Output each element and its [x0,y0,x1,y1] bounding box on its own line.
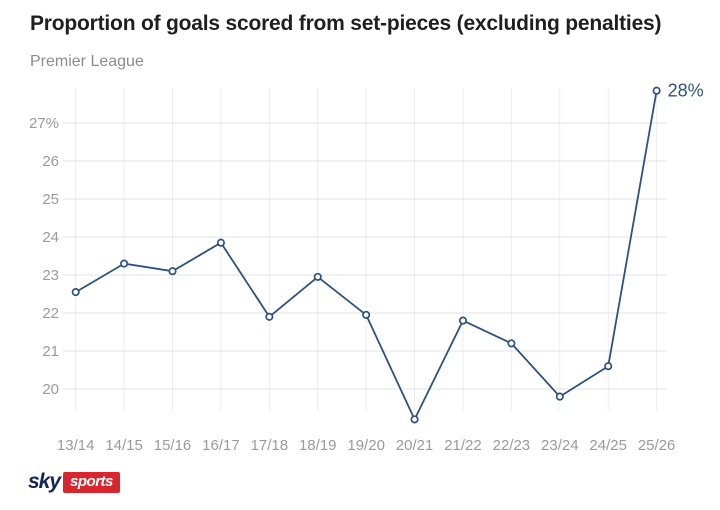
y-tick-label: 22 [42,305,59,322]
x-tick-label: 19/20 [347,437,385,454]
data-point-marker [604,362,613,371]
sports-logo-badge: sports [63,471,120,493]
data-point-marker [652,86,661,95]
x-tick-label: 25/26 [638,437,676,454]
x-tick-label: 20/21 [396,437,434,454]
data-point-marker [410,415,419,424]
y-tick-label: 21 [42,343,59,360]
y-tick-label: 23 [42,267,59,284]
x-tick-label: 24/25 [589,437,627,454]
x-tick-label: 21/22 [444,437,482,454]
x-tick-label: 14/15 [105,437,143,454]
x-tick-label: 15/16 [154,437,192,454]
y-tick-label: 27% [29,115,59,132]
data-point-marker [168,267,177,276]
data-point-marker [458,316,468,325]
x-tick-label: 18/19 [299,437,337,454]
data-point-marker [265,312,274,321]
x-tick-label: 17/18 [251,437,289,454]
x-tick-label: 16/17 [202,437,240,454]
x-tick-label: 22/23 [493,437,531,454]
data-point-marker [71,288,80,297]
y-tick-label: 25 [42,191,59,208]
x-tick-label: 23/24 [541,437,579,454]
y-tick-label: 20 [42,381,59,398]
sky-sports-logo: sky sports [28,470,120,494]
last-value-annotation: 28% [668,81,704,101]
data-point-marker [216,238,225,247]
y-tick-label: 26 [42,153,59,170]
chart-title: Proportion of goals scored from set-piec… [30,12,662,35]
chart-subtitle: Premier League [30,53,144,70]
data-point-marker [555,392,564,401]
sky-logo-text: sky [28,470,61,493]
data-point-marker [313,272,322,281]
data-point-marker [362,310,371,319]
x-tick-label: 13/14 [57,437,95,454]
data-point-marker [120,259,129,268]
data-point-marker [507,339,516,348]
y-tick-label: 24 [42,229,59,246]
